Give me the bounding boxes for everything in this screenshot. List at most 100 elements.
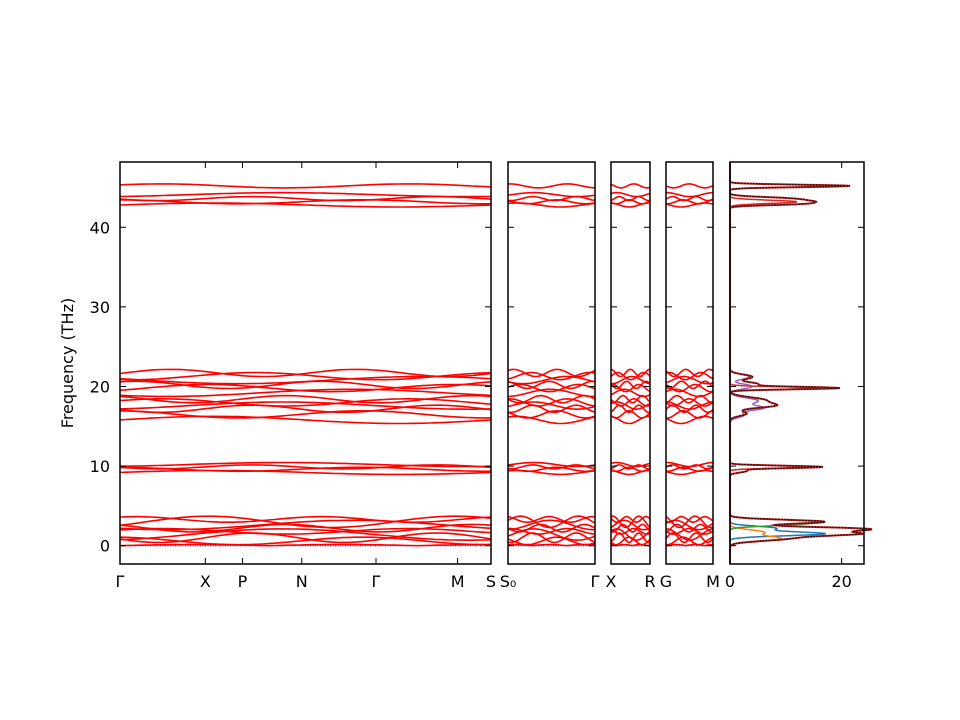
dos-x-tick-label: 20 [831,572,851,591]
band-line [119,191,491,198]
band-line [665,415,714,425]
band-line [507,404,596,414]
band-line [508,183,595,189]
band-line [610,380,651,390]
k-point-label: S₀ [500,572,517,591]
band-line [507,380,596,390]
band-line [507,519,595,531]
partial-dos-curve [729,162,825,564]
y-tick-label: 20 [90,377,110,396]
band-line [665,515,714,523]
band-line [507,464,596,470]
total-dos-outline [729,162,873,564]
k-point-label: R [644,572,655,591]
panel-frame [665,161,714,565]
band-line [119,401,492,410]
band-line [119,461,492,468]
band-line [665,469,714,476]
partial-dos-curve [729,162,842,564]
band-line [665,383,714,393]
band-line [610,375,650,385]
dos-x-tick-label: 0 [725,572,735,591]
band-line [665,183,714,189]
band-line [119,195,492,202]
band-line [119,466,492,473]
band-line [507,368,596,378]
band-line [119,415,492,425]
band-line [119,515,492,523]
band-line [665,375,714,385]
band-line [507,371,596,381]
band-line [610,527,651,535]
band-line [119,199,491,205]
band-line [665,371,714,381]
band-line [665,527,714,535]
band-line [119,519,492,531]
k-point-label: X [200,572,211,591]
band-line [665,380,714,390]
band-line [666,461,713,468]
band-line [666,401,714,410]
y-tick-label: 0 [100,537,110,556]
band-line [610,461,651,468]
band-line [119,543,491,547]
band-line [119,464,492,470]
band-line [119,532,492,544]
partial-dos-curve [729,162,827,564]
band-line [507,515,596,523]
band-line [665,195,714,202]
band-line [665,199,714,205]
band-line [507,532,596,544]
band-line [666,466,714,473]
band-line [119,528,492,541]
band-line [507,466,596,473]
band-line [119,202,492,208]
band-line [610,515,651,529]
band-line [610,368,650,378]
band-line [119,515,492,529]
k-point-label: M [706,572,720,591]
band-panel-2: S₀ Γ [500,161,600,591]
k-point-label: N [296,572,308,591]
dos-frame [729,161,865,565]
band-line [507,394,596,404]
band-line [610,464,651,470]
panel-frame [507,161,596,565]
band-line [119,523,492,533]
band-line [610,515,651,523]
band-line [666,191,713,198]
band-line [665,202,714,208]
band-line [610,388,651,398]
band-line [119,368,492,378]
panel-frame [610,161,651,565]
k-point-label: Γ [591,572,600,591]
band-line [610,523,651,533]
band-line [507,515,596,529]
band-line [665,515,714,529]
band-line [665,410,714,419]
y-axis-label: Frequency (THz) [58,298,77,428]
k-point-label: S [486,572,496,591]
k-point-label: G [660,572,672,591]
band-line [666,528,714,541]
band-line [610,183,651,189]
band-line [119,183,492,189]
band-line [665,368,714,378]
band-line [665,523,714,533]
band-line [610,401,651,410]
band-line [610,398,651,407]
k-point-label: M [451,572,465,591]
band-line [610,371,651,381]
partial-dos-curve [729,162,783,564]
band-line [665,543,713,547]
y-tick-label: 10 [90,457,110,476]
total-dos-curve [729,162,873,564]
band-line [119,394,492,404]
band-line [119,404,492,414]
band-line [610,466,651,473]
y-tick-label: 40 [90,218,110,237]
k-point-label: Γ [116,572,125,591]
